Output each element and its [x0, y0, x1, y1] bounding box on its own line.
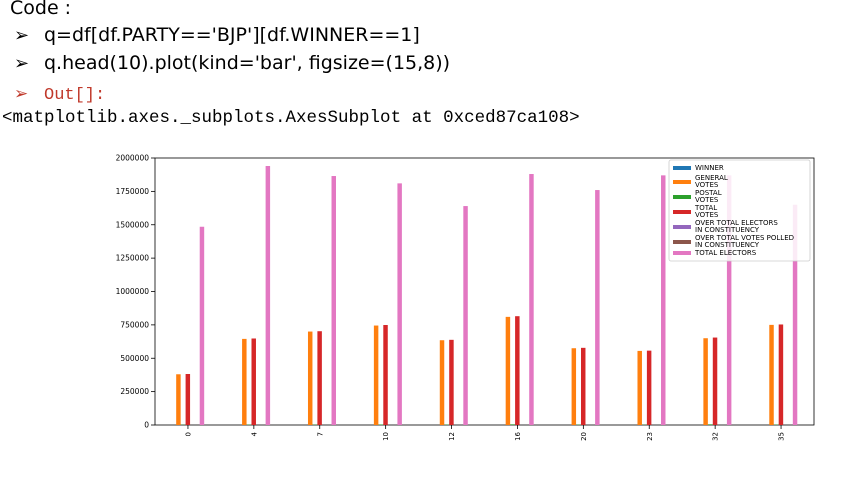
bar	[726, 175, 732, 425]
legend-label: OVER TOTAL ELECTORS	[695, 219, 778, 227]
legend-label: TOTAL	[694, 204, 717, 212]
bar	[792, 204, 798, 425]
y-tick-label: 1750000	[116, 187, 150, 196]
legend-label: VOTES	[695, 181, 719, 189]
legend-label: VOTES	[695, 211, 719, 219]
x-tick-label: 20	[580, 432, 588, 441]
code-heading: Code :	[10, 0, 72, 19]
bar	[242, 338, 247, 425]
bar	[595, 190, 600, 425]
x-tick-label: 0	[184, 432, 192, 436]
bar	[769, 324, 774, 425]
legend-swatch	[673, 251, 691, 255]
x-tick-label: 16	[514, 431, 522, 440]
bar	[463, 206, 468, 425]
bar	[708, 424, 713, 425]
bars-group	[171, 166, 798, 425]
legend-swatch	[673, 240, 691, 244]
x-tick-label: 35	[778, 432, 786, 441]
bar	[397, 183, 402, 425]
bar	[515, 316, 520, 425]
x-tick-label: 32	[712, 432, 720, 441]
legend-label: GENERAL	[695, 174, 728, 182]
bar	[373, 325, 379, 425]
x-axis: 0 4 7 10 12 16 20 23 32 35	[184, 425, 786, 441]
bar	[307, 331, 313, 425]
bar	[571, 348, 577, 425]
bar	[778, 324, 784, 425]
bar	[251, 338, 256, 425]
legend-label: WINNER	[695, 164, 724, 172]
arrow-bullet-icon: ➢	[14, 84, 29, 104]
legend-label: IN CONSTITUENCY	[695, 241, 760, 249]
bar	[331, 176, 336, 425]
bar	[265, 166, 271, 425]
code-line-plot: ➢ q.head(10).plot(kind='bar', figsize=(15…	[14, 52, 450, 74]
y-tick-label: 500000	[120, 354, 149, 363]
bar	[383, 325, 388, 425]
legend-swatch	[673, 180, 691, 184]
arrow-bullet-icon: ➢	[14, 25, 30, 46]
bar	[637, 350, 642, 425]
legend: WINNERGENERALVOTESPOSTALVOTESTOTALVOTESO…	[668, 159, 811, 262]
code-line-plot-text: q.head(10).plot(kind='bar', figsize=(15,…	[44, 52, 451, 74]
legend-label: POSTAL	[695, 189, 722, 197]
y-axis: 0 250000 500000 750000 1000000 1250000 1500000…	[116, 154, 155, 430]
y-tick-label: 250000	[120, 387, 149, 396]
legend-swatch	[673, 166, 691, 170]
y-tick-label: 1000000	[116, 287, 150, 296]
y-tick-label: 1250000	[116, 254, 150, 263]
bar	[703, 338, 708, 425]
bar	[505, 316, 511, 425]
legend-label: TOTAL ELECTORS	[694, 249, 757, 257]
y-tick-label: 750000	[120, 320, 149, 329]
legend-label: OVER TOTAL VOTES POLLED	[695, 234, 794, 242]
arrow-bullet-icon: ➢	[14, 53, 30, 74]
out-prompt-text: Out[]:	[44, 86, 106, 105]
y-tick-label: 2000000	[116, 154, 150, 163]
legend-box	[668, 159, 811, 262]
legend-swatch	[673, 225, 691, 229]
x-tick-label: 10	[382, 432, 390, 441]
bar	[317, 331, 322, 425]
bar	[510, 424, 515, 425]
bar	[529, 174, 534, 425]
x-tick-label: 7	[316, 432, 324, 436]
bar	[439, 340, 445, 425]
legend-label: VOTES	[695, 196, 719, 204]
bar	[646, 350, 652, 425]
bar	[449, 339, 454, 425]
code-line-query: ➢ q=df[df.PARTY=='BJP'][df.WINNER==1]	[14, 24, 420, 46]
y-tick-label: 1500000	[116, 220, 150, 229]
bar	[176, 374, 181, 425]
legend-swatch	[673, 195, 691, 199]
code-line-query-text: q=df[df.PARTY=='BJP'][df.WINNER==1]	[44, 24, 420, 46]
bar	[199, 226, 205, 425]
x-tick-label: 23	[646, 432, 654, 441]
output-repr: <matplotlib.axes._subplots.AxesSubplot a…	[2, 108, 580, 128]
bar	[661, 175, 666, 425]
bar	[185, 374, 191, 425]
x-tick-label: 12	[448, 432, 456, 441]
bar	[378, 424, 384, 425]
x-tick-label: 4	[250, 431, 258, 436]
legend-swatch	[673, 210, 691, 214]
legend-label: IN CONSTITUENCY	[695, 226, 760, 234]
y-tick-label: 0	[144, 421, 149, 430]
bar-chart: 0 250000 500000 750000 1000000 1250000 1500000…	[116, 154, 815, 441]
bar	[712, 337, 718, 425]
bar	[580, 347, 586, 425]
out-prompt: ➢ Out[]:	[14, 84, 105, 105]
